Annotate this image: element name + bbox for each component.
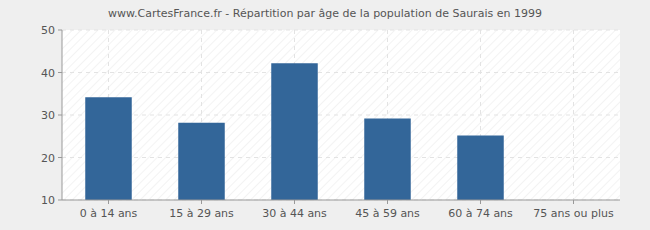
x-tick-label: 0 à 14 ans: [80, 207, 138, 220]
y-tick-label: 20: [41, 152, 55, 165]
grid-line: [62, 200, 620, 201]
x-tick-label: 15 à 29 ans: [169, 207, 234, 220]
x-tick: [387, 200, 388, 204]
y-tick-label: 40: [41, 67, 55, 80]
x-tick: [480, 200, 481, 204]
x-tick-label: 30 à 44 ans: [262, 207, 327, 220]
x-tick: [108, 200, 109, 204]
y-tick: [58, 200, 62, 201]
x-tick: [294, 200, 295, 204]
bars: [86, 64, 503, 200]
grid-line: [62, 157, 620, 158]
y-tick-label: 50: [41, 24, 55, 37]
chart-container: www.CartesFrance.fr - Répartition par âg…: [0, 0, 650, 230]
y-tick: [58, 157, 62, 158]
y-tick: [58, 115, 62, 116]
plot-area: [62, 30, 620, 200]
x-tick: [201, 200, 202, 204]
grid-line: [62, 30, 620, 31]
x-tick-label: 75 ans ou plus: [533, 207, 614, 220]
bar: [179, 124, 224, 201]
x-grid-line: [573, 30, 574, 200]
grid-line: [62, 115, 620, 116]
x-tick: [573, 200, 574, 204]
y-tick-label: 10: [41, 194, 55, 207]
y-axis: [62, 30, 63, 200]
chart-svg: www.CartesFrance.fr - Répartition par âg…: [0, 0, 650, 230]
bar: [86, 98, 131, 200]
bar: [272, 64, 317, 200]
bar: [458, 136, 503, 200]
grid-line: [62, 72, 620, 73]
x-tick-label: 60 à 74 ans: [448, 207, 513, 220]
x-axis: [62, 200, 620, 201]
title: www.CartesFrance.fr - Répartition par âg…: [108, 7, 542, 20]
bar: [365, 119, 410, 200]
y-tick: [58, 72, 62, 73]
background: [0, 0, 650, 230]
y-tick-label: 30: [41, 109, 55, 122]
x-tick-label: 45 à 59 ans: [355, 207, 420, 220]
y-tick: [58, 30, 62, 31]
